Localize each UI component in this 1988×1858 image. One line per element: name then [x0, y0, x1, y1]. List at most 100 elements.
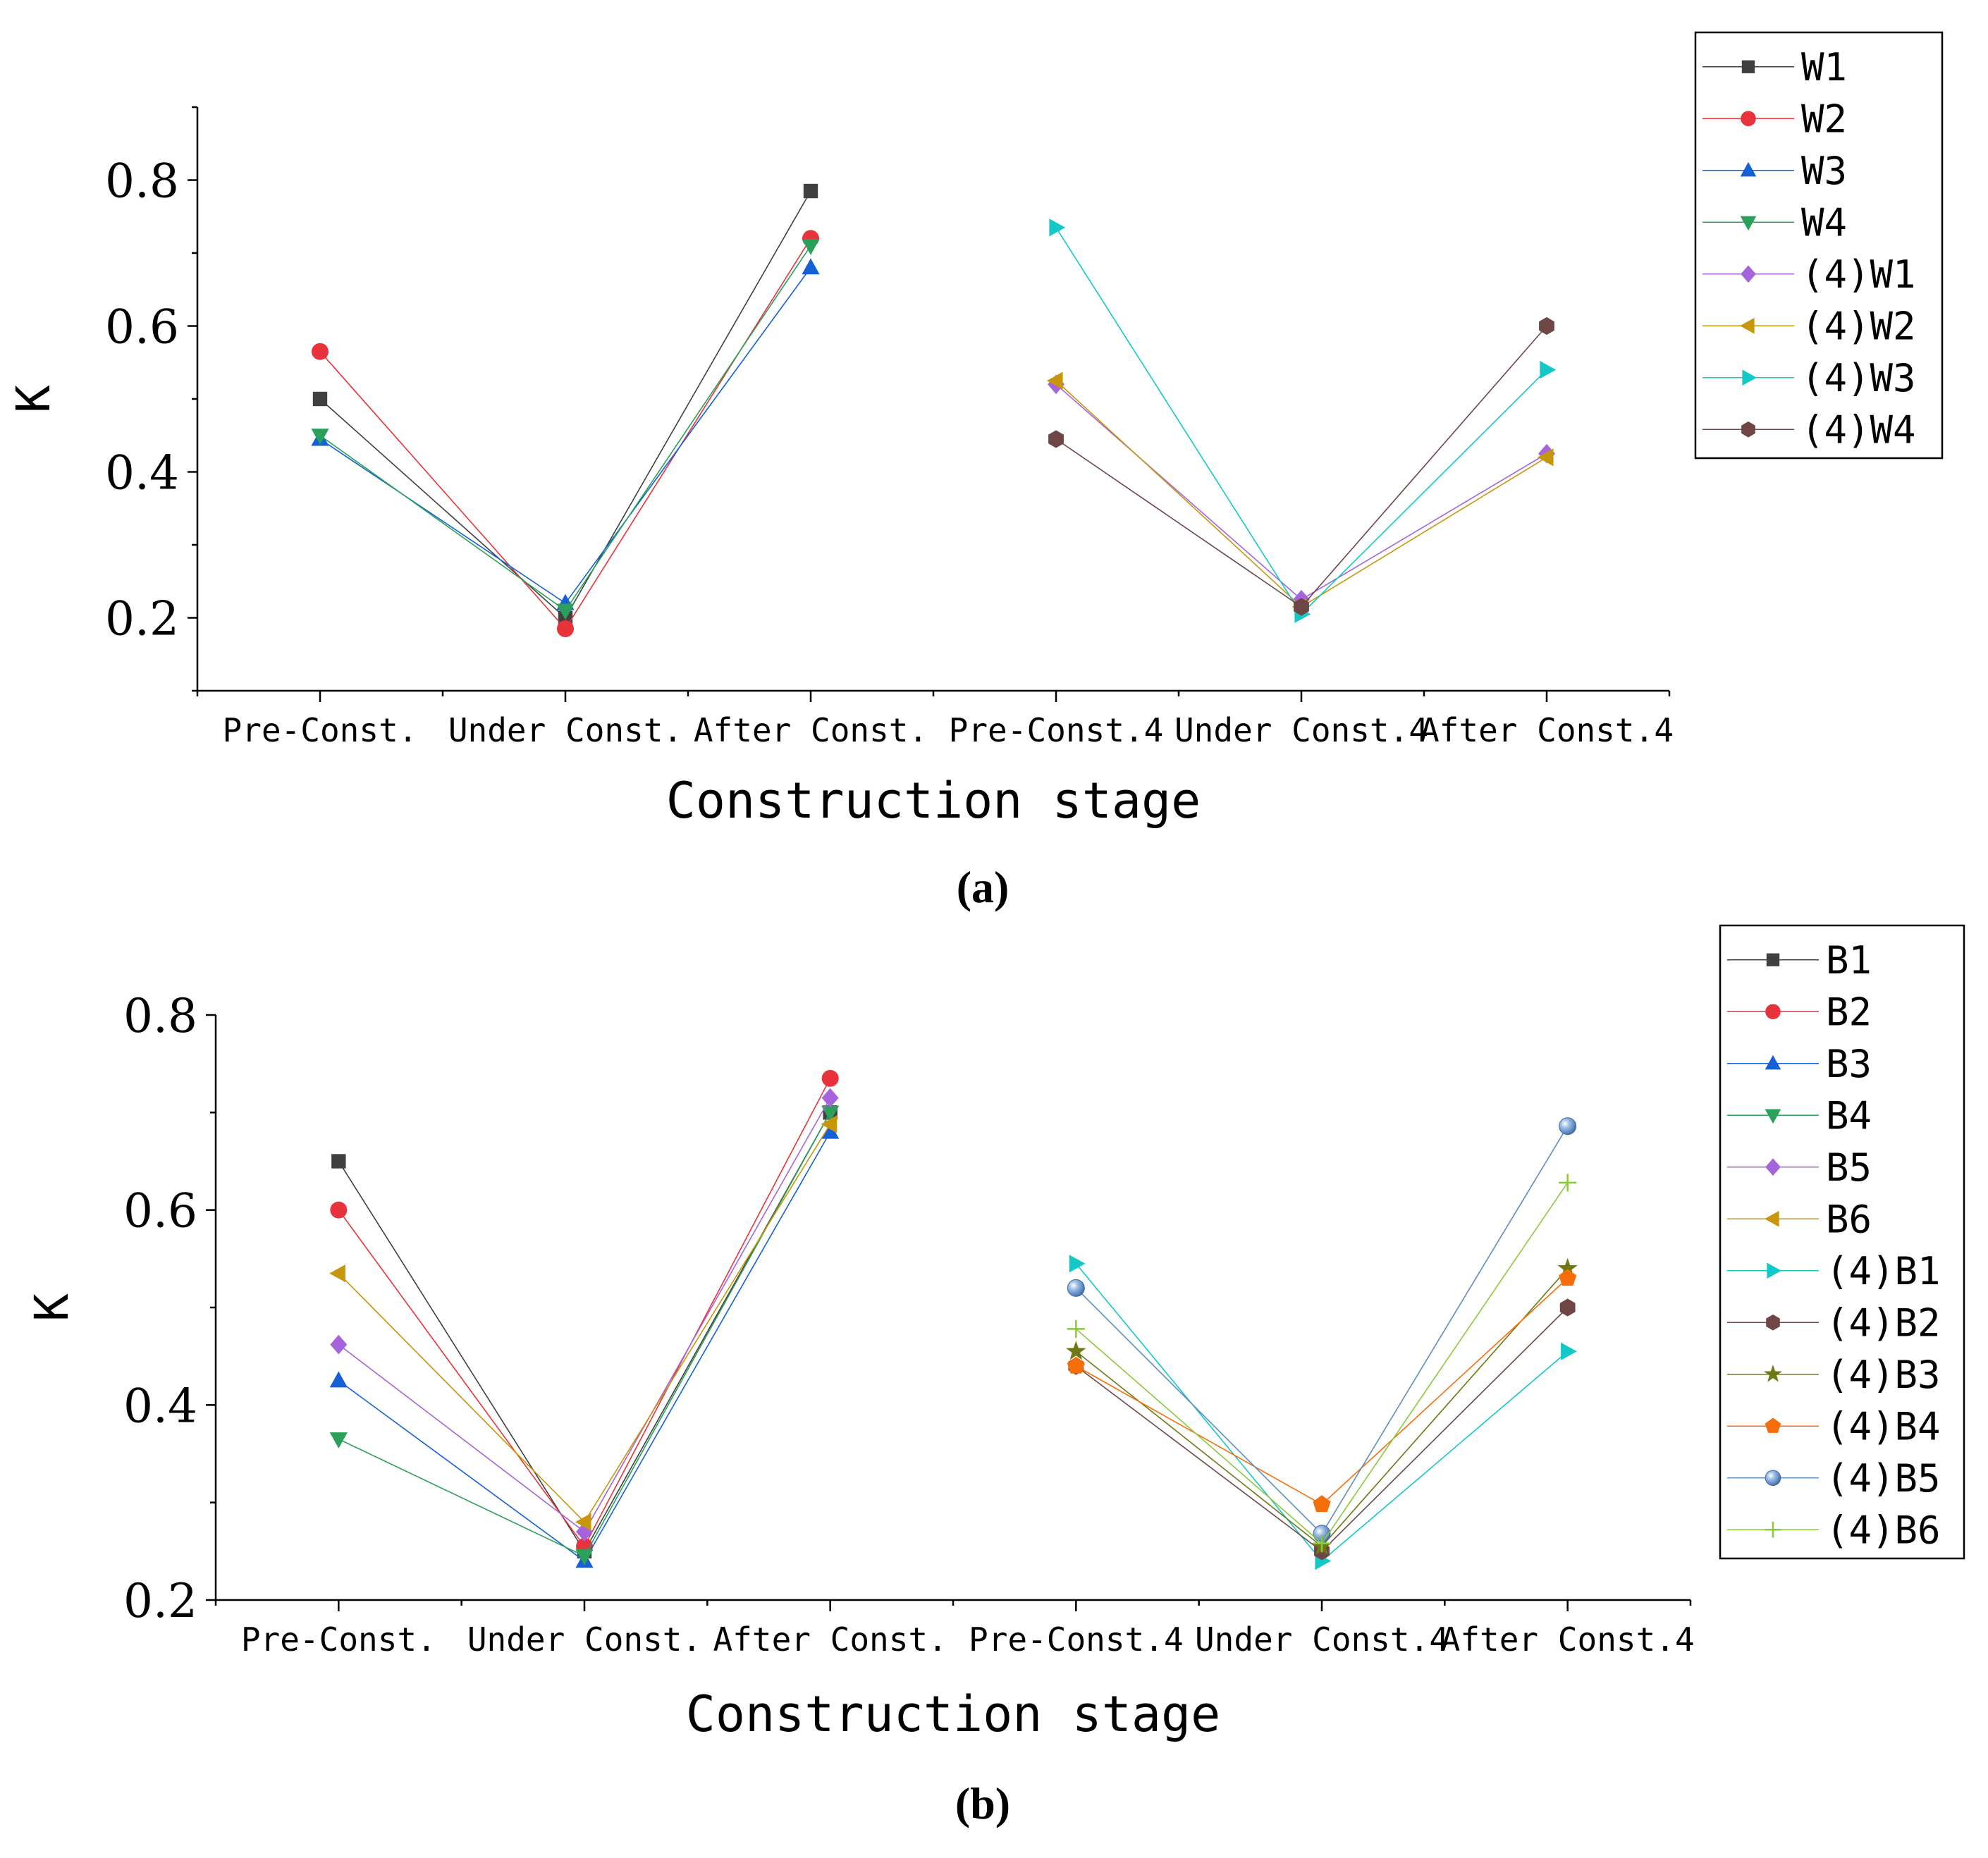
- legend-marker: [1741, 265, 1756, 283]
- x-tick-label: Pre-Const.4: [949, 711, 1164, 749]
- legend-box: [1694, 31, 1944, 460]
- data-point: [1313, 1495, 1331, 1513]
- data-point: [821, 1122, 840, 1139]
- legend-marker: [1765, 1210, 1779, 1227]
- legend-marker: [1765, 1158, 1781, 1176]
- legend-entry: (4)B3: [1727, 1353, 1941, 1397]
- panel-label: (a): [957, 862, 1010, 912]
- data-point: [802, 258, 820, 275]
- legend-marker: [1765, 1109, 1781, 1124]
- x-tick-label: Under Const.4: [1174, 711, 1428, 749]
- legend-entry: (4)B5: [1727, 1456, 1941, 1501]
- legend-marker: [1767, 1262, 1781, 1279]
- panel-b-chart: 0.2 0.4 0.6 0.8 Pre-Const. Under Const. After …: [25, 924, 1965, 1828]
- legend-marker: [1764, 1365, 1782, 1382]
- data-point: [576, 1522, 593, 1542]
- y-tick-label: 0.8: [123, 989, 197, 1043]
- legend-label: (4)W1: [1801, 252, 1916, 297]
- data-point: [330, 1201, 348, 1219]
- data-point: [1048, 430, 1064, 448]
- x-tick-label: After Const.4: [1441, 1620, 1695, 1659]
- legend-label: (4)W2: [1801, 304, 1916, 348]
- legend-marker: [1740, 161, 1757, 177]
- panel-label: (b): [955, 1778, 1010, 1828]
- data-point: [821, 1105, 840, 1122]
- legend-label: W3: [1801, 149, 1847, 193]
- legend-entry: W1: [1702, 45, 1847, 90]
- legend-marker: [1766, 953, 1780, 966]
- data-point: [1559, 1174, 1577, 1192]
- x-tick-label: Under Const.: [467, 1620, 701, 1659]
- data-point: [1559, 1298, 1576, 1317]
- data-point: [1046, 371, 1063, 390]
- legend-entry: B6: [1727, 1197, 1872, 1241]
- data-point: [1067, 1356, 1085, 1374]
- data-point: [821, 1088, 839, 1108]
- data-point: [821, 1115, 837, 1133]
- series-(4)W4: [1048, 316, 1554, 616]
- legend-entry: (4)B2: [1727, 1300, 1941, 1345]
- legend-entry: W3: [1702, 149, 1847, 193]
- series-B6: [329, 1115, 837, 1531]
- legend-marker: [1742, 369, 1757, 386]
- legend-label: (4)B1: [1826, 1249, 1941, 1293]
- legend-entry: (4)W4: [1702, 407, 1916, 452]
- data-point: [1067, 1279, 1085, 1297]
- y-tick-label: 0.6: [123, 1184, 197, 1238]
- legend-marker: [1765, 1417, 1781, 1433]
- legend-entry: W2: [1702, 97, 1847, 141]
- data-point: [1540, 361, 1557, 379]
- data-point: [311, 429, 329, 445]
- data-point: [803, 183, 818, 199]
- x-tick-label: After Const.: [694, 711, 928, 749]
- data-point: [1069, 1255, 1086, 1273]
- x-axis-title: Construction stage: [666, 772, 1201, 830]
- legend-marker: [1765, 1470, 1781, 1487]
- legend-entry: (4)B1: [1727, 1249, 1941, 1293]
- x-tick-label: Pre-Const.: [241, 1620, 436, 1659]
- legend-label: B1: [1826, 938, 1872, 983]
- legend-entry: B1: [1727, 938, 1872, 983]
- legend-marker: [1741, 421, 1755, 438]
- data-point: [1066, 1341, 1086, 1360]
- data-point: [312, 391, 328, 407]
- data-point: [802, 239, 820, 255]
- legend-label: (4)B6: [1826, 1508, 1941, 1552]
- y-tick-label: 0.2: [123, 1574, 197, 1628]
- legend-entry: B4: [1727, 1093, 1872, 1138]
- data-point: [1539, 316, 1554, 336]
- legend-entry: (4)W3: [1702, 356, 1916, 400]
- data-point: [1049, 219, 1066, 237]
- legend-label: (4)B4: [1826, 1404, 1941, 1448]
- data-point: [331, 1154, 346, 1169]
- x-tick-label: After Const.4: [1420, 711, 1674, 749]
- legend-marker: [1766, 1314, 1780, 1331]
- legend-label: W1: [1801, 45, 1847, 90]
- legend-marker: [1741, 60, 1755, 73]
- data-point: [1559, 1117, 1577, 1136]
- data-point: [329, 1264, 345, 1283]
- legend-box: [1719, 924, 1965, 1560]
- data-point: [575, 1513, 591, 1531]
- y-tick-label: 0.8: [105, 154, 179, 209]
- y-axis-title: K: [6, 385, 61, 413]
- legend-entry: B3: [1727, 1042, 1872, 1086]
- data-point: [312, 343, 329, 360]
- legend-label: (4)B5: [1826, 1456, 1941, 1501]
- legend: W1 W2 W3 W4 (4)W1 (4)W2 (4)W3 (4)W4: [1694, 31, 1944, 460]
- y-tick-label: 0.4: [105, 446, 179, 500]
- data-point: [330, 1334, 348, 1355]
- legend-entry: B5: [1727, 1145, 1872, 1190]
- data-point: [821, 1069, 839, 1087]
- x-tick-label: Under Const.4: [1195, 1620, 1449, 1659]
- series-(4)B4: [1067, 1269, 1577, 1513]
- data-point: [557, 620, 574, 638]
- legend-marker: [1765, 1004, 1781, 1020]
- legend-label: W2: [1801, 97, 1847, 141]
- legend-label: (4)B2: [1826, 1300, 1941, 1345]
- legend-entry: (4)W2: [1702, 304, 1916, 348]
- data-point: [1561, 1342, 1577, 1360]
- data-point: [329, 1432, 348, 1448]
- legend-entry: B2: [1727, 990, 1872, 1034]
- data-point: [556, 603, 575, 620]
